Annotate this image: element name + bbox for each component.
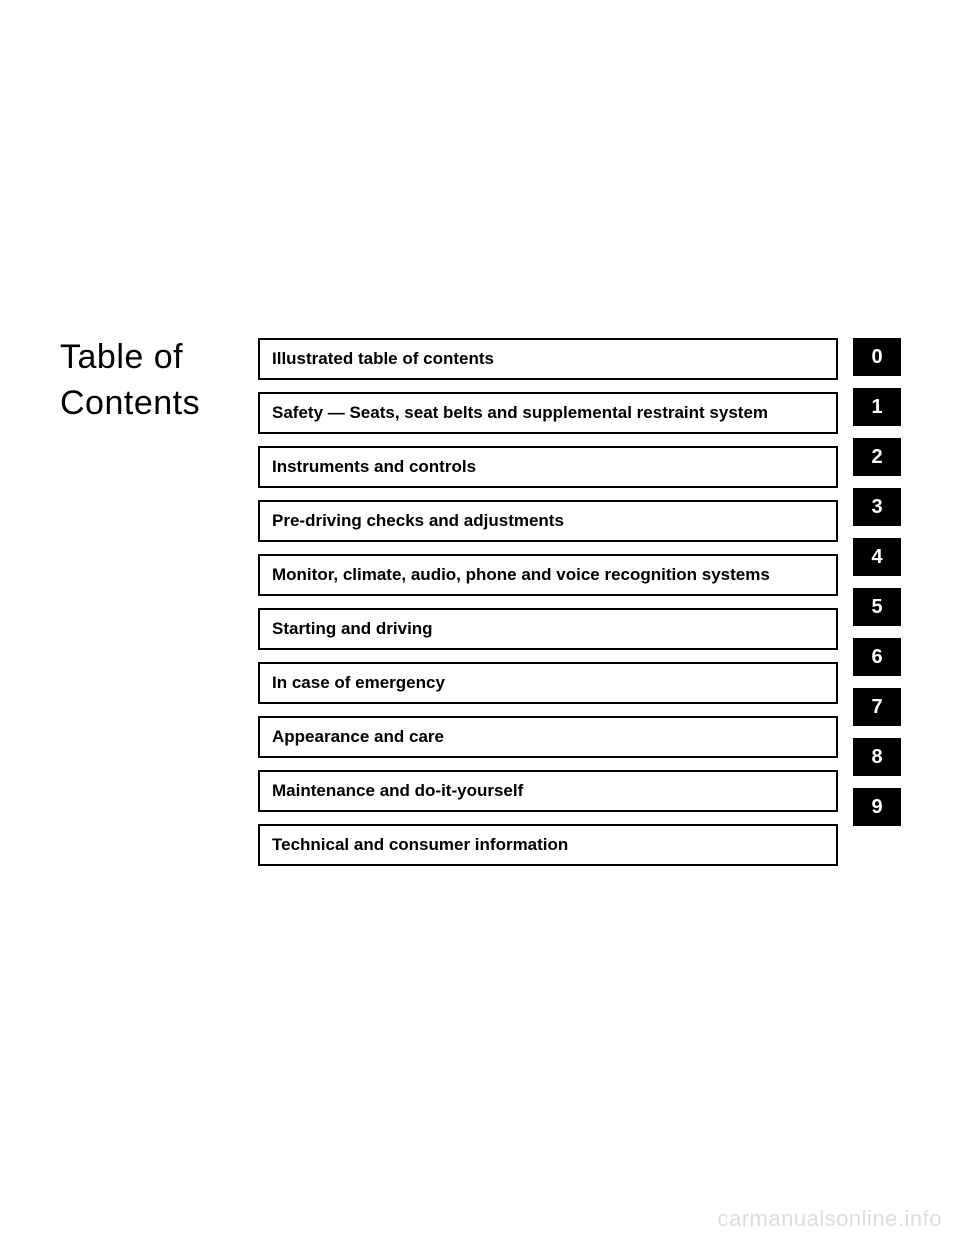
toc-item[interactable]: Maintenance and do-it-yourself [258,770,838,812]
section-tab[interactable]: 2 [853,438,901,476]
section-tab[interactable]: 0 [853,338,901,376]
toc-item-label: Appearance and care [272,727,444,746]
tab-number: 2 [871,446,882,468]
tab-number: 0 [871,346,882,368]
tab-number: 6 [871,646,882,668]
tab-number: 3 [871,496,882,518]
section-tab[interactable]: 7 [853,688,901,726]
toc-item[interactable]: Technical and consumer information [258,824,838,866]
toc-item-label: Monitor, climate, audio, phone and voice… [272,565,770,584]
toc-item-label: Safety — Seats, seat belts and supplemen… [272,403,768,422]
toc-list: Illustrated table of contents Safety — S… [258,338,838,878]
tab-number: 8 [871,746,882,768]
toc-item-label: Starting and driving [272,619,433,638]
toc-item[interactable]: Starting and driving [258,608,838,650]
tab-number: 1 [871,396,882,418]
section-tab[interactable]: 1 [853,388,901,426]
toc-item-label: Instruments and controls [272,457,476,476]
section-tab[interactable]: 8 [853,738,901,776]
toc-item[interactable]: Illustrated table of contents [258,338,838,380]
tab-number: 9 [871,796,882,818]
toc-item-label: Illustrated table of contents [272,349,494,368]
toc-item-label: Technical and consumer information [272,835,568,854]
tab-number: 5 [871,596,882,618]
heading-line-2: Contents [60,384,200,422]
page: Table of Contents Illustrated table of c… [0,0,960,1242]
toc-item[interactable]: Instruments and controls [258,446,838,488]
toc-item[interactable]: Pre-driving checks and adjustments [258,500,838,542]
toc-item-label: Pre-driving checks and adjustments [272,511,564,530]
toc-item-label: Maintenance and do-it-yourself [272,781,523,800]
toc-item-label: In case of emergency [272,673,445,692]
section-tabs: 0 1 2 3 4 5 6 7 8 9 [853,338,901,838]
section-tab[interactable]: 4 [853,538,901,576]
page-title: Table of Contents [60,335,200,427]
toc-item[interactable]: In case of emergency [258,662,838,704]
toc-item[interactable]: Monitor, climate, audio, phone and voice… [258,554,838,596]
heading-line-1: Table of [60,338,183,376]
watermark: carmanualsonline.info [717,1206,942,1232]
section-tab[interactable]: 9 [853,788,901,826]
section-tab[interactable]: 3 [853,488,901,526]
tab-number: 4 [871,546,882,568]
section-tab[interactable]: 5 [853,588,901,626]
toc-item[interactable]: Safety — Seats, seat belts and supplemen… [258,392,838,434]
tab-number: 7 [871,696,882,718]
toc-item[interactable]: Appearance and care [258,716,838,758]
section-tab[interactable]: 6 [853,638,901,676]
